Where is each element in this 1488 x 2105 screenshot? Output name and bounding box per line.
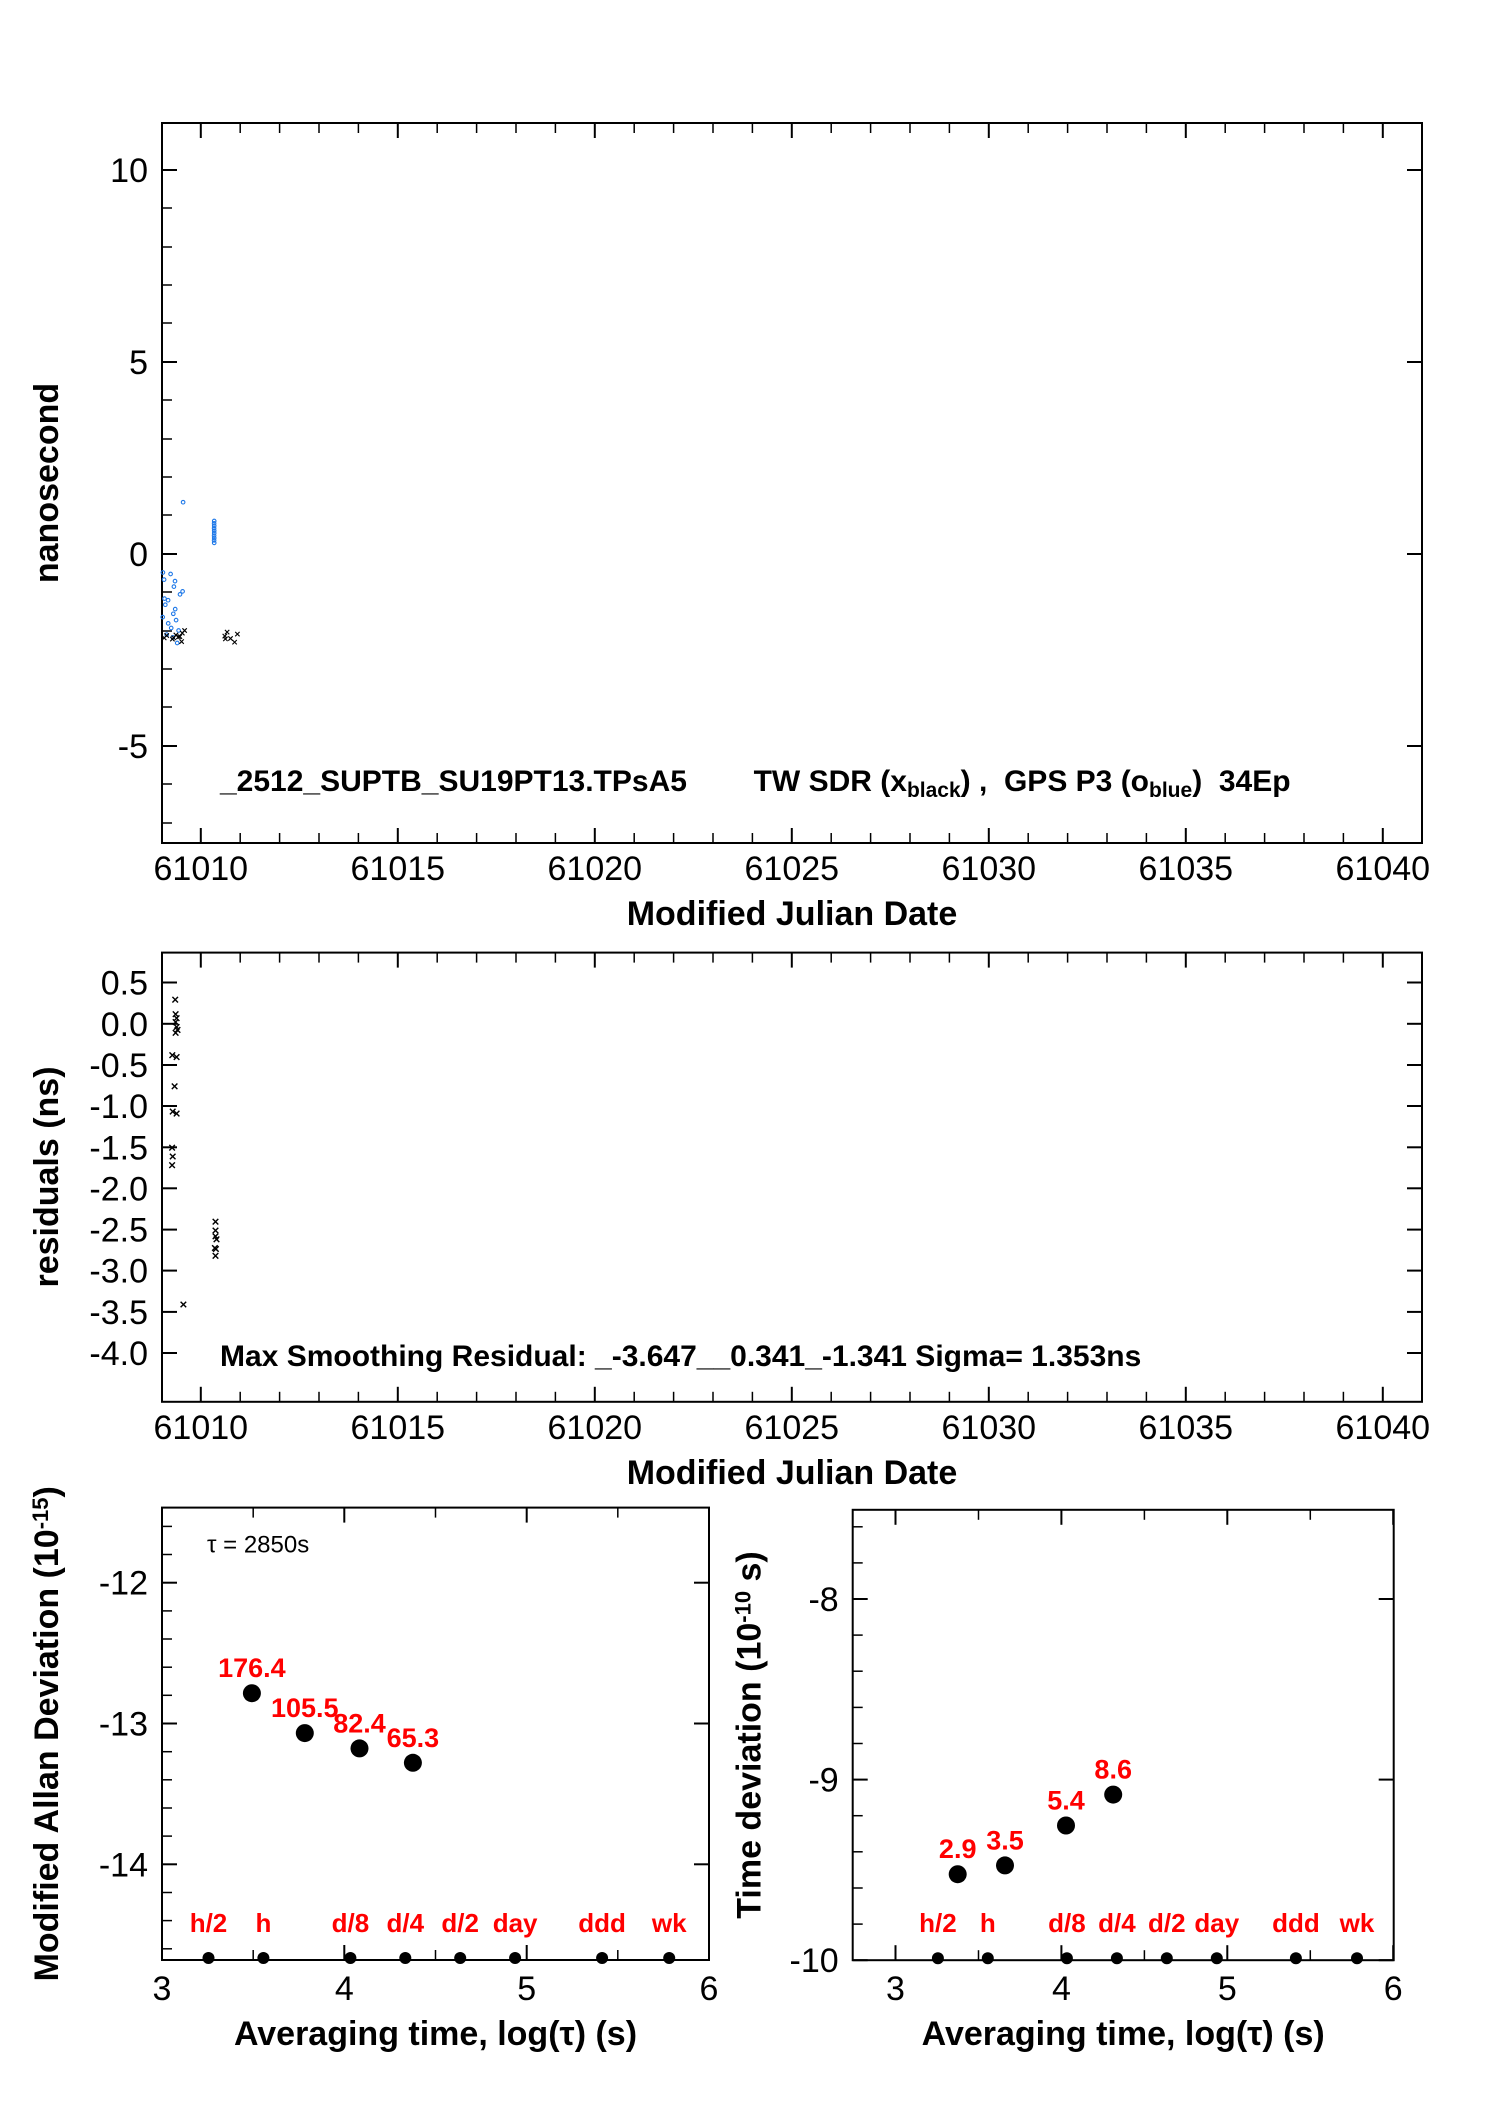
svg-text:6: 6 <box>700 1970 719 2008</box>
svg-text:τ = 2850s: τ = 2850s <box>207 1532 309 1559</box>
svg-text:_2512_SUPTB_SU19PT13.TPsA5: _2512_SUPTB_SU19PT13.TPsA5 TW SDR (xblac… <box>219 765 1291 802</box>
svg-text:h: h <box>255 1908 271 1938</box>
svg-text:2.9: 2.9 <box>939 1834 977 1864</box>
svg-text:-2.5: -2.5 <box>89 1212 148 1250</box>
svg-text:d/2: d/2 <box>1148 1908 1186 1938</box>
svg-text:3: 3 <box>886 1970 905 2008</box>
svg-text:176.4: 176.4 <box>218 1653 286 1683</box>
svg-text:61030: 61030 <box>942 850 1037 888</box>
svg-text:6: 6 <box>1384 1970 1403 2008</box>
svg-text:5: 5 <box>517 1970 536 2008</box>
svg-text:5: 5 <box>129 344 148 382</box>
svg-text:61010: 61010 <box>154 1409 249 1447</box>
svg-text:h: h <box>980 1908 996 1938</box>
svg-text:61020: 61020 <box>548 1409 643 1447</box>
svg-text:61015: 61015 <box>351 850 446 888</box>
svg-text:residuals (ns): residuals (ns) <box>28 1066 66 1287</box>
svg-text:61020: 61020 <box>548 850 643 888</box>
svg-text:-1.0: -1.0 <box>89 1088 148 1126</box>
svg-text:-4.0: -4.0 <box>89 1335 148 1373</box>
svg-text:Averaging time, log(τ) (s): Averaging time, log(τ) (s) <box>922 2015 1325 2053</box>
svg-text:0.0: 0.0 <box>101 1006 148 1044</box>
svg-text:-3.0: -3.0 <box>89 1253 148 1291</box>
svg-text:61035: 61035 <box>1139 1409 1234 1447</box>
svg-text:Modified Julian Date: Modified Julian Date <box>627 895 958 933</box>
svg-text:day: day <box>493 1908 538 1938</box>
svg-text:-14: -14 <box>99 1846 148 1884</box>
svg-text:3.5: 3.5 <box>986 1825 1024 1855</box>
svg-text:d/4: d/4 <box>387 1908 425 1938</box>
svg-text:5: 5 <box>1218 1970 1237 2008</box>
svg-text:-0.5: -0.5 <box>89 1047 148 1085</box>
svg-text:82.4: 82.4 <box>333 1708 386 1738</box>
svg-text:-8: -8 <box>808 1581 838 1619</box>
svg-text:61025: 61025 <box>745 850 840 888</box>
svg-text:8.6: 8.6 <box>1094 1755 1132 1785</box>
svg-text:105.5: 105.5 <box>271 1693 339 1723</box>
svg-text:4: 4 <box>1052 1970 1071 2008</box>
svg-text:wk: wk <box>1339 1908 1375 1938</box>
svg-text:d/4: d/4 <box>1098 1908 1136 1938</box>
svg-text:0.5: 0.5 <box>101 965 148 1003</box>
svg-text:61040: 61040 <box>1336 850 1431 888</box>
svg-text:day: day <box>1194 1908 1239 1938</box>
svg-text:Modified Allan Deviation (10-1: Modified Allan Deviation (10-15) <box>28 1486 66 1981</box>
svg-text:d/8: d/8 <box>332 1908 370 1938</box>
svg-text:-1.5: -1.5 <box>89 1129 148 1167</box>
svg-text:nanosecond: nanosecond <box>28 383 66 583</box>
svg-text:-13: -13 <box>99 1706 148 1744</box>
svg-text:-2.0: -2.0 <box>89 1170 148 1208</box>
svg-text:61030: 61030 <box>942 1409 1037 1447</box>
svg-text:h/2: h/2 <box>190 1908 228 1938</box>
svg-text:61010: 61010 <box>154 850 249 888</box>
svg-text:61035: 61035 <box>1139 850 1234 888</box>
svg-text:5.4: 5.4 <box>1047 1786 1085 1816</box>
svg-text:61040: 61040 <box>1336 1409 1431 1447</box>
svg-text:3: 3 <box>153 1970 172 2008</box>
svg-text:d/2: d/2 <box>441 1908 479 1938</box>
svg-text:-3.5: -3.5 <box>89 1294 148 1332</box>
svg-text:ddd: ddd <box>578 1908 626 1938</box>
svg-text:-9: -9 <box>808 1762 838 1800</box>
svg-text:-10: -10 <box>790 1942 839 1980</box>
svg-text:-5: -5 <box>118 728 148 766</box>
svg-text:0: 0 <box>129 536 148 574</box>
svg-text:61025: 61025 <box>745 1409 840 1447</box>
svg-text:10: 10 <box>110 152 148 190</box>
svg-text:-12: -12 <box>99 1565 148 1603</box>
svg-text:Averaging time, log(τ) (s): Averaging time, log(τ) (s) <box>234 2015 637 2053</box>
svg-text:61015: 61015 <box>351 1409 446 1447</box>
svg-text:h/2: h/2 <box>919 1908 957 1938</box>
svg-text:ddd: ddd <box>1272 1908 1320 1938</box>
svg-text:wk: wk <box>651 1908 687 1938</box>
svg-text:Modified Julian Date: Modified Julian Date <box>627 1454 958 1492</box>
svg-text:d/8: d/8 <box>1048 1908 1086 1938</box>
svg-text:65.3: 65.3 <box>387 1723 440 1753</box>
svg-text:4: 4 <box>335 1970 354 2008</box>
svg-text:Max Smoothing Residual: _-3.64: Max Smoothing Residual: _-3.647__0.341_-… <box>220 1340 1141 1373</box>
